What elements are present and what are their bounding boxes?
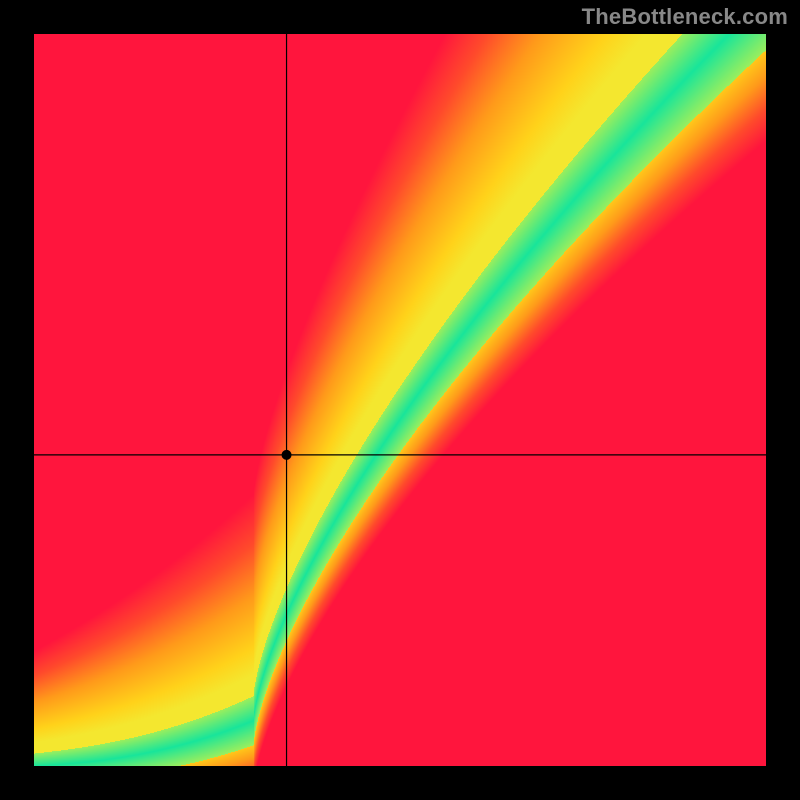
chart-area: [34, 34, 766, 766]
bottleneck-heatmap: [34, 34, 766, 766]
watermark-label: TheBottleneck.com: [582, 4, 788, 30]
page-root: TheBottleneck.com: [0, 0, 800, 800]
